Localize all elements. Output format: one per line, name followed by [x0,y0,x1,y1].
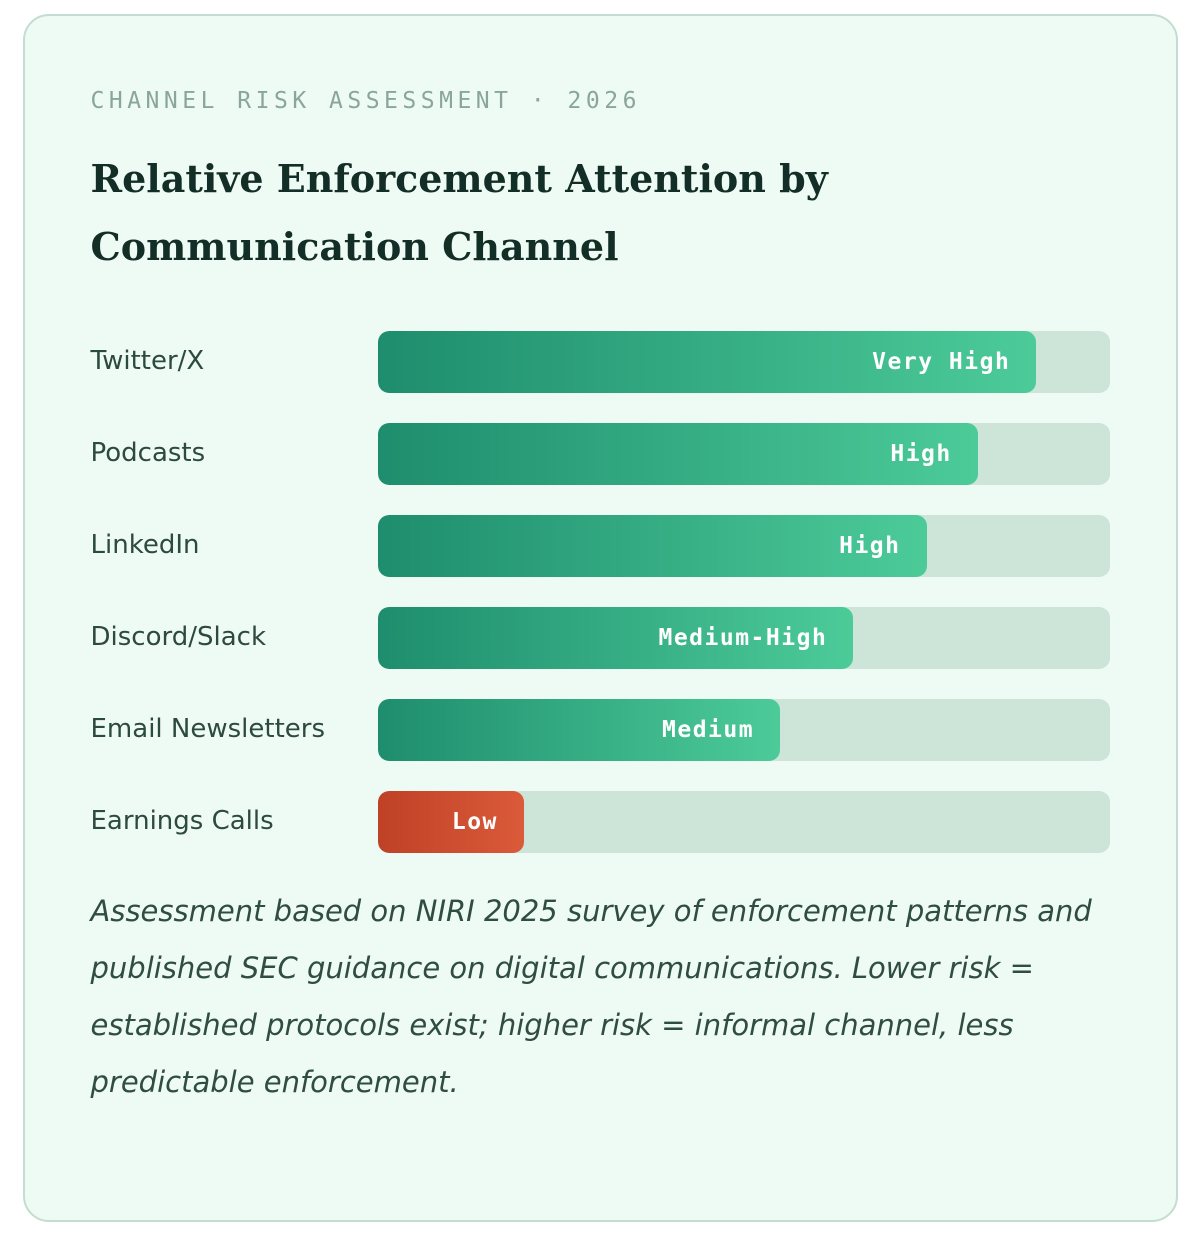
chart-row: LinkedIn High [91,515,1110,577]
bar-chart: Twitter/X Very High Podcasts High Linked… [91,331,1110,853]
bar: Low [377,791,524,853]
bar-value-label: Medium [662,717,755,743]
bar-value-label: High [839,533,901,559]
channel-label: Discord/Slack [90,622,267,653]
assessment-card: CHANNEL RISK ASSESSMENT · 2026 Relative … [22,14,1178,1222]
bar: Medium-High [377,607,854,669]
bar: Very High [377,331,1037,393]
chart-row: Twitter/X Very High [91,331,1110,393]
footnote-text: Assessment based on NIRI 2025 survey of … [90,894,1092,1099]
page-title: Relative Enforcement Attention by Commun… [90,156,828,269]
chart-row: Email Newsletters Medium [91,699,1110,761]
bar-track: High [377,515,1110,577]
chart-row: Podcasts High [91,423,1110,485]
channel-label: Earnings Calls [90,806,274,837]
bar: Medium [377,699,781,761]
channel-label: Podcasts [90,438,206,469]
bar-track: Medium-High [377,607,1110,669]
channel-label: LinkedIn [90,530,200,561]
bar-track: Low [377,791,1110,853]
bar-value-label: Low [451,809,498,835]
bar: High [377,515,927,577]
channel-label: Email Newsletters [90,714,326,745]
chart-row: Earnings Calls Low [91,791,1110,853]
bar: High [377,423,978,485]
bar-value-label: Medium-High [658,625,828,651]
bar-value-label: High [890,441,952,467]
channel-label: Twitter/X [90,346,205,377]
bar-value-label: Very High [872,349,1011,375]
bar-track: High [377,423,1110,485]
eyebrow-text: CHANNEL RISK ASSESSMENT · 2026 [90,88,641,114]
bar-track: Medium [377,699,1110,761]
chart-row: Discord/Slack Medium-High [91,607,1110,669]
bar-track: Very High [377,331,1110,393]
